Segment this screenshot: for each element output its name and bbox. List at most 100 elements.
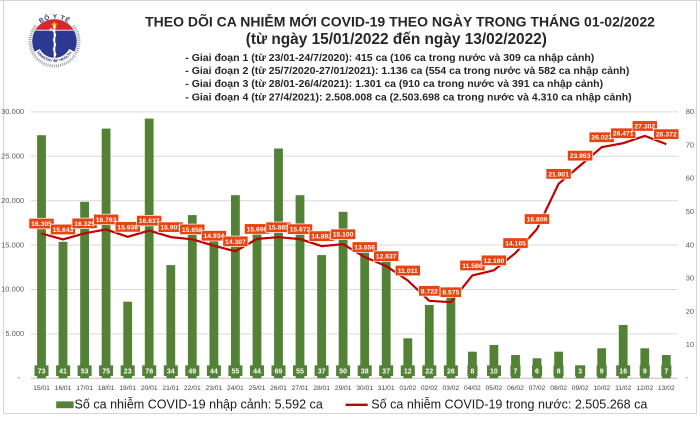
- svg-text:21/01: 21/01: [162, 385, 179, 392]
- svg-text:03/02: 03/02: [443, 385, 460, 392]
- svg-text:14.892: 14.892: [311, 234, 332, 241]
- svg-text:30.000: 30.000: [1, 107, 24, 116]
- svg-text:16.325: 16.325: [74, 221, 95, 228]
- svg-text:29/01: 29/01: [335, 385, 352, 392]
- svg-text:-: -: [18, 373, 21, 382]
- svg-text:15.100: 15.100: [333, 232, 354, 239]
- svg-text:12.160: 12.160: [484, 258, 505, 265]
- svg-text:15.936: 15.936: [117, 224, 138, 231]
- svg-text:11.586: 11.586: [462, 263, 483, 270]
- svg-text:(từ ngày 15/01/2022 đến ngày 1: (từ ngày 15/01/2022 đến ngày 13/02/2022): [246, 31, 547, 48]
- svg-text:8: 8: [470, 368, 474, 375]
- svg-text:27/01: 27/01: [292, 385, 309, 392]
- svg-text:10.000: 10.000: [1, 285, 24, 294]
- svg-text:10: 10: [686, 340, 694, 349]
- svg-text:15.699: 15.699: [247, 226, 268, 233]
- svg-text:04/02: 04/02: [464, 385, 481, 392]
- svg-text:28/01: 28/01: [313, 385, 330, 392]
- svg-text:Số ca nhiễm COVID-19 trong nướ: Số ca nhiễm COVID-19 trong nước: 2.505.2…: [371, 397, 647, 412]
- svg-text:44: 44: [210, 368, 218, 375]
- svg-text:13/02: 13/02: [658, 385, 675, 392]
- svg-text:6: 6: [535, 368, 539, 375]
- svg-text:- Giai đoạn 4 (từ 27/4/2021):: - Giai đoạn 4 (từ 27/4/2021): 2.508.008 …: [185, 91, 631, 103]
- svg-text:24/01: 24/01: [227, 385, 244, 392]
- svg-text:8: 8: [557, 368, 561, 375]
- svg-text:- Giai đoạn 3 (từ 28/01-26/4/2: - Giai đoạn 3 (từ 28/01-26/4/2021): 1.30…: [185, 78, 603, 90]
- svg-text:-: -: [686, 373, 689, 382]
- svg-text:15.000: 15.000: [1, 240, 24, 249]
- svg-text:50: 50: [686, 207, 694, 216]
- svg-text:08/02: 08/02: [550, 385, 567, 392]
- svg-text:13.656: 13.656: [354, 245, 375, 252]
- svg-text:55: 55: [232, 368, 240, 375]
- svg-text:41: 41: [59, 368, 67, 375]
- svg-text:9: 9: [643, 368, 647, 375]
- svg-text:15/01: 15/01: [33, 385, 50, 392]
- svg-text:02/02: 02/02: [421, 385, 438, 392]
- svg-text:10: 10: [490, 368, 498, 375]
- svg-text:50: 50: [339, 368, 347, 375]
- svg-text:18/01: 18/01: [98, 385, 115, 392]
- svg-text:37: 37: [318, 368, 326, 375]
- svg-text:75: 75: [102, 368, 110, 375]
- svg-text:01/02: 01/02: [399, 385, 416, 392]
- svg-text:15.643: 15.643: [53, 227, 74, 234]
- svg-text:15.658: 15.658: [182, 227, 203, 234]
- svg-text:23/01: 23/01: [206, 385, 223, 392]
- svg-text:20/01: 20/01: [141, 385, 158, 392]
- svg-text:55: 55: [296, 368, 304, 375]
- svg-text:Số ca nhiễm COVID-19 nhập cảnh: Số ca nhiễm COVID-19 nhập cảnh: 5.592 ca: [75, 397, 323, 412]
- svg-text:15.901: 15.901: [160, 225, 181, 232]
- svg-text:12/02: 12/02: [636, 385, 653, 392]
- svg-text:- Giai đoạn 2 (từ 25/7/2020-27: - Giai đoạn 2 (từ 25/7/2020-27/01/2021):…: [185, 65, 629, 77]
- svg-text:73: 73: [38, 368, 46, 375]
- svg-text:16: 16: [619, 368, 627, 375]
- svg-text:31/01: 31/01: [378, 385, 395, 392]
- svg-text:30/01: 30/01: [356, 385, 373, 392]
- svg-text:16.809: 16.809: [527, 217, 548, 224]
- svg-text:- Giai đoạn 1 (từ 23/01-24/7/2: - Giai đoạn 1 (từ 23/01-24/7/2020): 415 …: [185, 52, 594, 64]
- svg-text:40: 40: [686, 240, 694, 249]
- svg-text:14.105: 14.105: [505, 241, 526, 248]
- svg-text:17/01: 17/01: [76, 385, 93, 392]
- svg-text:09/02: 09/02: [572, 385, 589, 392]
- svg-text:22/01: 22/01: [184, 385, 201, 392]
- svg-text:70: 70: [686, 140, 694, 149]
- svg-text:49: 49: [188, 368, 196, 375]
- svg-text:34: 34: [167, 368, 175, 375]
- svg-text:27.302: 27.302: [634, 123, 655, 130]
- svg-text:8.575: 8.575: [442, 290, 459, 297]
- svg-text:20: 20: [686, 307, 694, 316]
- svg-text:21.901: 21.901: [548, 171, 569, 178]
- svg-text:THEO DÕI CA NHIỄM MỚI COVID-19: THEO DÕI CA NHIỄM MỚI COVID-19 THEO NGÀY…: [145, 13, 655, 30]
- svg-text:23.953: 23.953: [570, 153, 591, 160]
- svg-text:10/02: 10/02: [593, 385, 610, 392]
- svg-text:60: 60: [686, 174, 694, 183]
- svg-text:69: 69: [275, 368, 283, 375]
- svg-text:53: 53: [81, 368, 89, 375]
- svg-text:12: 12: [404, 368, 412, 375]
- svg-text:5.000: 5.000: [5, 329, 24, 338]
- svg-text:44: 44: [253, 368, 261, 375]
- svg-text:26.023: 26.023: [591, 135, 612, 142]
- svg-text:16/01: 16/01: [55, 385, 72, 392]
- svg-text:26/01: 26/01: [270, 385, 287, 392]
- svg-text:26.471: 26.471: [613, 131, 634, 138]
- svg-text:38: 38: [361, 368, 369, 375]
- svg-text:25.000: 25.000: [1, 152, 24, 161]
- svg-text:78: 78: [145, 368, 153, 375]
- svg-text:11.011: 11.011: [398, 268, 418, 275]
- svg-text:25/01: 25/01: [249, 385, 266, 392]
- svg-text:14.934: 14.934: [204, 233, 225, 240]
- svg-text:19/01: 19/01: [119, 385, 136, 392]
- svg-text:22: 22: [425, 368, 433, 375]
- svg-text:30: 30: [686, 274, 694, 283]
- svg-text:80: 80: [686, 107, 694, 116]
- svg-text:16.637: 16.637: [139, 218, 160, 225]
- svg-text:05/02: 05/02: [486, 385, 503, 392]
- svg-text:16.763: 16.763: [96, 217, 117, 224]
- svg-text:15.885: 15.885: [268, 225, 289, 232]
- svg-text:26.372: 26.372: [656, 132, 677, 139]
- svg-text:12.637: 12.637: [376, 254, 397, 261]
- svg-text:14.307: 14.307: [225, 239, 246, 246]
